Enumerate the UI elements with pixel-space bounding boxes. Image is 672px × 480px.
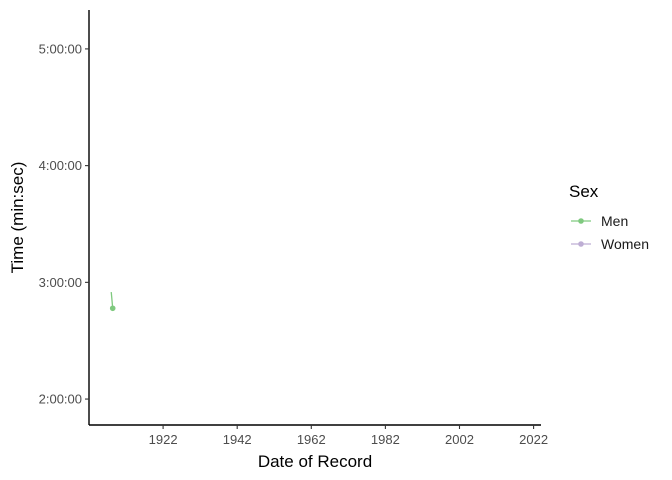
legend-item-men: Men [571, 213, 628, 229]
y-tick-label: 2:00:00 [39, 392, 82, 407]
y-axis-ticks: 2:00:00 3:00:00 4:00:00 5:00:00 [39, 41, 89, 407]
legend-label: Women [601, 236, 649, 252]
x-axis-title: Date of Record [258, 452, 372, 471]
y-tick-label: 3:00:00 [39, 275, 82, 290]
x-tick-label: 2022 [519, 432, 548, 447]
legend-key-point [578, 218, 584, 224]
plot-area [109, 292, 116, 312]
legend-item-women: Women [571, 236, 649, 252]
legend-title: Sex [569, 182, 599, 201]
data-point-men [109, 305, 116, 312]
legend-key-point [578, 241, 584, 247]
x-tick-label: 1962 [297, 432, 326, 447]
x-axis-ticks: 1922 1942 1962 1982 2002 2022 [149, 425, 548, 447]
x-tick-label: 2002 [445, 432, 474, 447]
legend-entries: Men Women [571, 213, 649, 252]
x-tick-label: 1922 [149, 432, 178, 447]
axes [88, 10, 541, 426]
legend-label: Men [601, 213, 628, 229]
y-tick-label: 5:00:00 [39, 41, 82, 56]
y-axis-title: Time (min:sec) [8, 162, 27, 274]
y-tick-label: 4:00:00 [39, 158, 82, 173]
series-line-men [110, 292, 114, 309]
x-tick-label: 1942 [223, 432, 252, 447]
legend: Sex Men Women [569, 182, 649, 252]
x-tick-label: 1982 [371, 432, 400, 447]
